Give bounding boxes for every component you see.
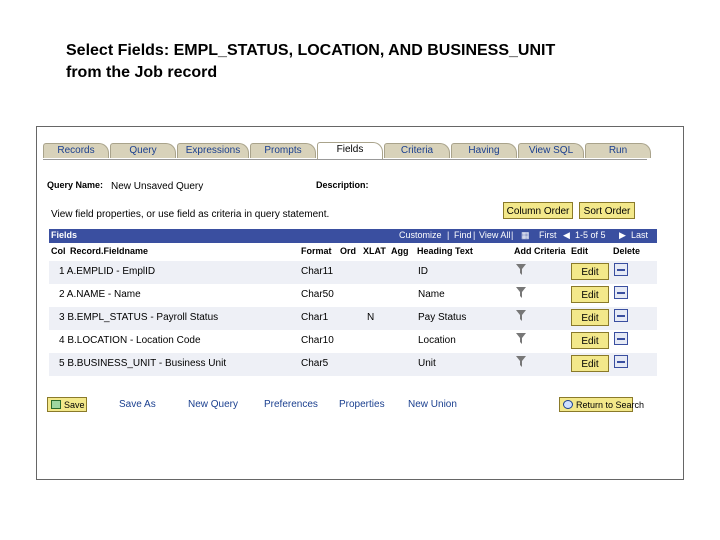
- query-manager-window: Records Query Expressions Prompts Fields…: [36, 126, 684, 480]
- field-format: Char11: [301, 266, 334, 277]
- instruction-text: View field properties, or use field as c…: [51, 209, 330, 220]
- field-name: 2 A.NAME - Name: [59, 289, 141, 300]
- col-header-ord: Ord: [340, 246, 357, 256]
- save-as-link[interactable]: Save As: [119, 399, 156, 410]
- prev-arrow-icon[interactable]: ◀: [563, 230, 570, 240]
- col-header-xlat: XLAT: [363, 246, 386, 256]
- tab-strip: Records Query Expressions Prompts Fields…: [43, 142, 651, 160]
- add-criteria-funnel-icon[interactable]: [516, 287, 526, 299]
- column-order-button[interactable]: Column Order: [503, 202, 573, 219]
- tab-fields[interactable]: Fields: [317, 142, 383, 159]
- col-header-add-criteria: Add Criteria: [514, 246, 566, 256]
- description-label: Description:: [316, 180, 369, 190]
- table-row: 4 B.LOCATION - Location Code Char10 Loca…: [49, 330, 657, 353]
- save-icon: [51, 400, 61, 409]
- query-name-label: Query Name:: [47, 180, 104, 190]
- slide-title-line2: from the Job record: [66, 64, 218, 81]
- save-button[interactable]: Save: [47, 397, 87, 412]
- field-name: 4 B.LOCATION - Location Code: [59, 335, 201, 346]
- delete-minus-icon[interactable]: [614, 286, 628, 299]
- edit-button[interactable]: Edit: [571, 263, 609, 280]
- slide-title: Select Fields: EMPL_STATUS, LOCATION, AN…: [66, 40, 555, 84]
- tab-expressions[interactable]: Expressions: [177, 143, 249, 158]
- field-name: 1 A.EMPLID - EmplID: [59, 266, 156, 277]
- table-row: 2 A.NAME - Name Char50 Name Edit: [49, 284, 657, 307]
- field-format: Char10: [301, 335, 334, 346]
- field-heading: ID: [418, 266, 428, 277]
- edit-button[interactable]: Edit: [571, 332, 609, 349]
- delete-minus-icon[interactable]: [614, 263, 628, 276]
- field-format: Char50: [301, 289, 334, 300]
- col-header-col: Col: [51, 246, 66, 256]
- grid-separator: |: [447, 230, 450, 240]
- edit-button[interactable]: Edit: [571, 286, 609, 303]
- field-format: Char5: [301, 358, 329, 369]
- add-criteria-funnel-icon[interactable]: [516, 310, 526, 322]
- delete-minus-icon[interactable]: [614, 355, 628, 368]
- add-criteria-funnel-icon[interactable]: [516, 356, 526, 368]
- field-name: 3 B.EMPL_STATUS - Payroll Status: [59, 312, 219, 323]
- tab-records[interactable]: Records: [43, 143, 109, 158]
- add-criteria-funnel-icon[interactable]: [516, 333, 526, 345]
- grid-title: Fields: [51, 230, 78, 240]
- field-xlat: N: [367, 312, 375, 323]
- grid-icon[interactable]: ▦: [521, 230, 530, 240]
- view-all-link[interactable]: View All: [479, 230, 511, 240]
- col-header-agg: Agg: [391, 246, 409, 256]
- field-format: Char1: [301, 312, 329, 323]
- add-criteria-funnel-icon[interactable]: [516, 264, 526, 276]
- customize-link[interactable]: Customize: [399, 230, 442, 240]
- delete-minus-icon[interactable]: [614, 332, 628, 345]
- table-row: 1 A.EMPLID - EmplID Char11 ID Edit: [49, 261, 657, 284]
- edit-button[interactable]: Edit: [571, 309, 609, 326]
- field-heading: Pay Status: [418, 312, 467, 323]
- tab-having[interactable]: Having: [451, 143, 517, 158]
- field-heading: Name: [418, 289, 445, 300]
- col-header-edit: Edit: [571, 246, 588, 256]
- tab-prompts[interactable]: Prompts: [250, 143, 316, 158]
- table-row: 5 B.BUSINESS_UNIT - Business Unit Char5 …: [49, 353, 657, 376]
- sort-order-button[interactable]: Sort Order: [579, 202, 635, 219]
- preferences-link[interactable]: Preferences: [264, 399, 318, 410]
- next-arrow-icon[interactable]: ▶: [619, 230, 626, 240]
- col-header-record-fieldname: Record.Fieldname: [70, 246, 149, 256]
- return-to-search-label: Return to Search: [576, 400, 645, 410]
- find-link[interactable]: Find: [454, 230, 472, 240]
- slide-title-line1: Select Fields: EMPL_STATUS, LOCATION, AN…: [66, 42, 556, 59]
- grid-separator: |: [473, 230, 476, 240]
- save-label: Save: [64, 400, 85, 410]
- edit-button[interactable]: Edit: [571, 355, 609, 372]
- return-to-search-button[interactable]: Return to Search: [559, 397, 644, 412]
- table-row: 3 B.EMPL_STATUS - Payroll Status Char1 N…: [49, 307, 657, 330]
- last-link[interactable]: Last: [631, 230, 649, 240]
- col-header-format: Format: [301, 246, 332, 256]
- delete-minus-icon[interactable]: [614, 309, 628, 322]
- tab-view-sql[interactable]: View SQL: [518, 143, 584, 158]
- tab-criteria[interactable]: Criteria: [384, 143, 450, 158]
- new-query-link[interactable]: New Query: [188, 399, 239, 410]
- col-header-delete: Delete: [613, 246, 641, 256]
- grid-separator: |: [511, 230, 514, 240]
- new-union-link[interactable]: New Union: [408, 399, 457, 410]
- tab-run[interactable]: Run: [585, 143, 651, 158]
- field-heading: Location: [418, 335, 456, 346]
- field-heading: Unit: [418, 358, 436, 369]
- query-name-value: New Unsaved Query: [111, 181, 204, 192]
- properties-link[interactable]: Properties: [339, 399, 385, 410]
- magnifier-icon: [563, 400, 573, 409]
- fields-grid-header: Fields Customize | Find | View All | ▦ F…: [49, 229, 657, 243]
- col-header-heading-text: Heading Text: [417, 246, 473, 256]
- row-range: 1-5 of 5: [575, 230, 606, 240]
- tab-query[interactable]: Query: [110, 143, 176, 158]
- field-name: 5 B.BUSINESS_UNIT - Business Unit: [59, 358, 227, 369]
- first-link[interactable]: First: [539, 230, 557, 240]
